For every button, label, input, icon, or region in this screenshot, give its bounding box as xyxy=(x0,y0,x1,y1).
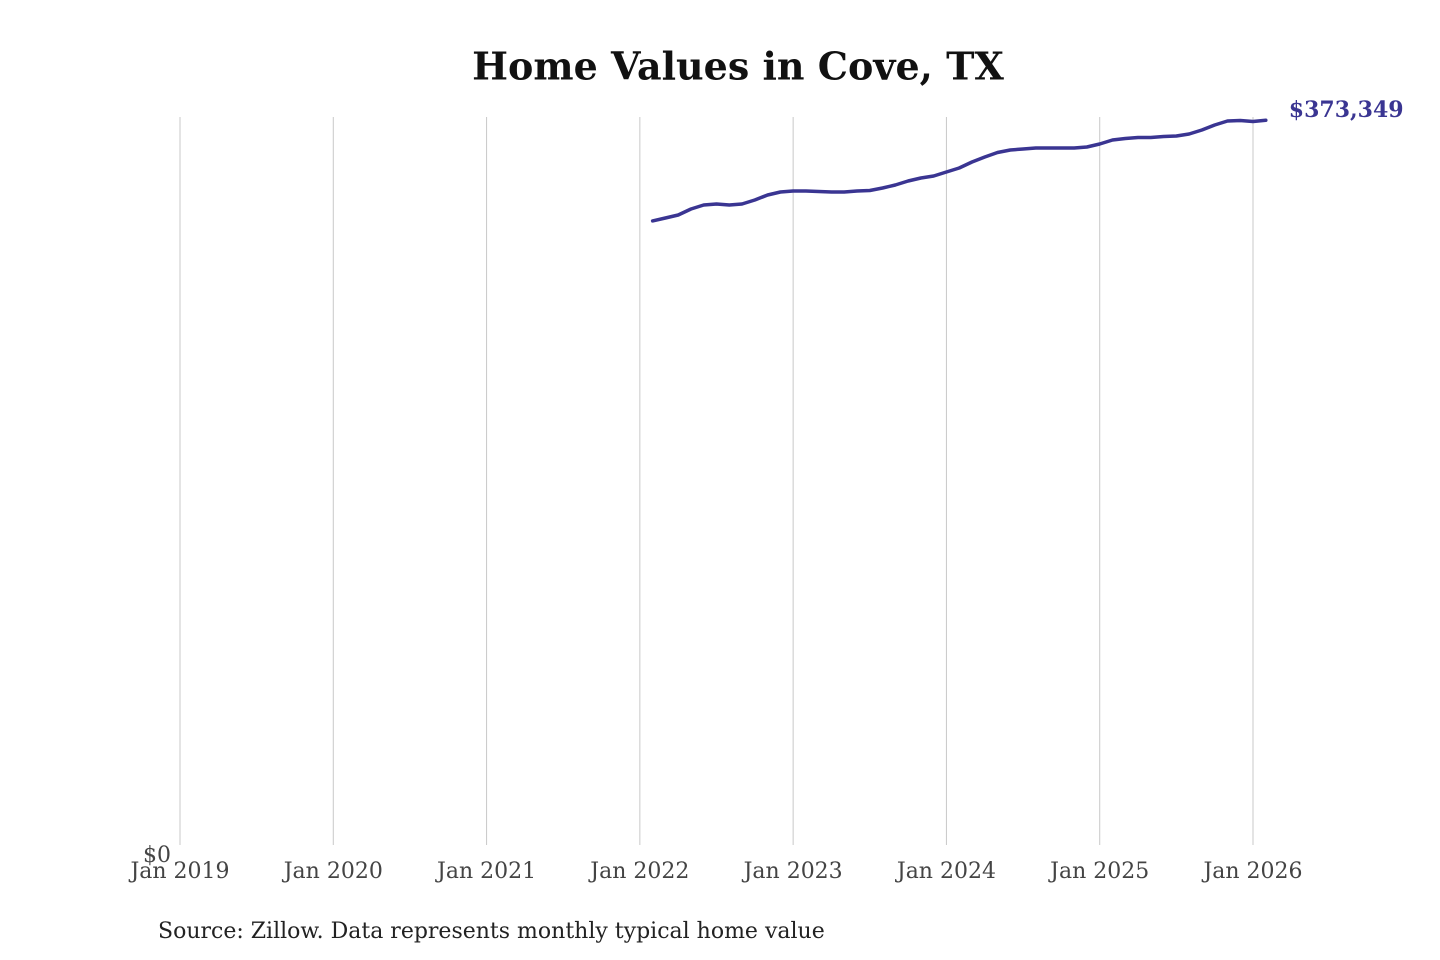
x-tick-label: Jan 2026 xyxy=(1201,859,1302,884)
chart-title: Home Values in Cove, TX xyxy=(472,44,1004,89)
x-tick-label: Jan 2023 xyxy=(742,859,843,884)
x-tick-label: Jan 2022 xyxy=(588,859,689,884)
x-tick-label: Jan 2025 xyxy=(1048,859,1149,884)
x-tick-label: Jan 2024 xyxy=(895,859,996,884)
value-label: $373,349 xyxy=(1289,97,1404,123)
y-tick-label: $0 xyxy=(143,843,171,868)
x-tick-label: Jan 2020 xyxy=(282,859,383,884)
x-tick-label: Jan 2021 xyxy=(435,859,536,884)
source-note: Source: Zillow. Data represents monthly … xyxy=(158,919,825,944)
x-tick-label: Jan 2019 xyxy=(128,859,229,884)
line xyxy=(650,118,1268,223)
